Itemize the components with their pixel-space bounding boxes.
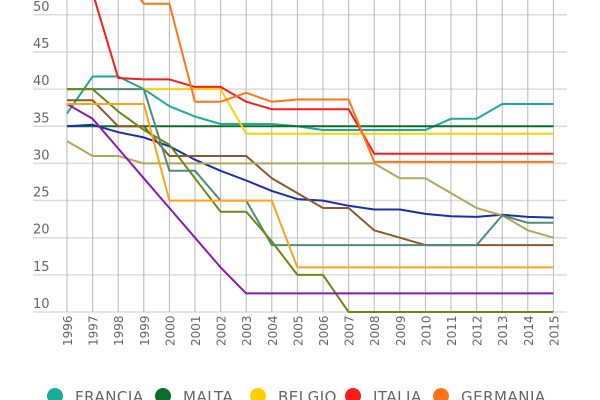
series-line-unnamed-11	[67, 103, 554, 269]
legend-marker	[250, 388, 266, 400]
legend-marker	[47, 388, 63, 400]
x-tick-label: 1997	[87, 315, 101, 346]
series-line-unnamed-5	[66, 123, 554, 219]
y-tick-label: 15	[33, 260, 50, 275]
legend-marker	[433, 388, 449, 400]
x-tick-label: 2003	[240, 315, 254, 346]
x-tick-label: 2009	[394, 315, 408, 346]
legend-label: BELGIO	[278, 388, 337, 400]
y-tick-label: 30	[33, 148, 50, 163]
x-tick-label: 2008	[368, 315, 382, 346]
series-line-italia	[93, 0, 554, 155]
y-tick-label: 50	[33, 0, 50, 15]
series-line-unnamed-8	[67, 88, 554, 247]
x-tick-label: 1999	[138, 315, 152, 346]
y-tick-label: 25	[33, 186, 50, 201]
series-line-unnamed-10	[66, 103, 554, 295]
series-line-francia	[66, 75, 554, 131]
x-tick-label: 2010	[419, 315, 433, 346]
x-tick-label: 1996	[61, 315, 75, 346]
series-line-unnamed-9	[67, 88, 554, 313]
x-tick-label: 2004	[266, 315, 280, 346]
x-tick-label: 2011	[445, 315, 459, 346]
legend-marker	[155, 388, 171, 400]
x-tick-label: 2012	[471, 315, 485, 346]
y-tick-label: 45	[33, 37, 50, 52]
x-tick-label: 2013	[496, 315, 510, 346]
legend: FRANCIA MALTA BELGIO ITALIA GERMANIA	[47, 388, 546, 400]
y-tick-label: 35	[33, 111, 50, 126]
y-axis-ticks: 10 15 20 25 30 35 40 45 50	[33, 0, 50, 312]
y-tick-label: 10	[33, 297, 50, 312]
x-tick-label: 2006	[317, 315, 331, 346]
x-axis-ticks: 1996 1997 1998 1999 2000 2001 2002 2003 2004 2005…	[61, 315, 561, 346]
x-tick-label: 2005	[291, 315, 305, 346]
legend-label: FRANCIA	[75, 388, 144, 400]
y-tick-label: 40	[33, 74, 50, 89]
x-tick-label: 2007	[343, 315, 357, 346]
x-tick-label: 1998	[112, 315, 126, 346]
series-line-unnamed-7	[66, 140, 554, 239]
legend-label: GERMANIA	[461, 388, 546, 400]
series-lines	[66, 0, 554, 313]
x-tick-label: 2001	[189, 315, 203, 346]
legend-label: MALTA	[183, 388, 233, 400]
legend-label: ITALIA	[373, 388, 422, 400]
x-tick-label: 2000	[163, 315, 177, 346]
y-tick-label: 20	[33, 223, 50, 238]
legend-marker	[345, 388, 361, 400]
series-line-germania	[139, 0, 554, 163]
series-line-belgio	[67, 88, 554, 135]
x-tick-label: 2002	[215, 315, 229, 346]
x-tick-label: 2015	[547, 315, 561, 346]
x-tick-label: 2014	[522, 315, 536, 346]
